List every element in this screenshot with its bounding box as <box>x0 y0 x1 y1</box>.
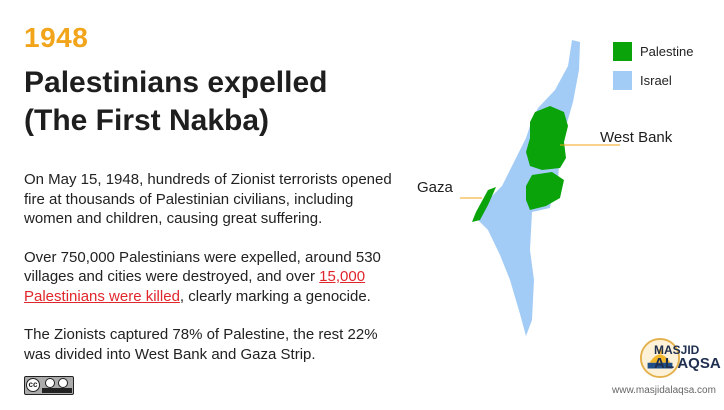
legend-row-israel: Israel <box>613 69 693 91</box>
paragraph-2: Over 750,000 Palestinians were expelled,… <box>24 248 404 307</box>
page-title: Palestinians expelled (The First Nakba) <box>24 64 404 140</box>
logo-text-line-2: AL AQSA <box>654 355 721 372</box>
legend-label-palestine: Palestine <box>640 43 694 59</box>
cc-license-badge[interactable]: cc <box>24 376 74 395</box>
legend-row-palestine: Palestine <box>613 40 693 62</box>
west-bank-south-region <box>526 172 564 210</box>
website-link[interactable]: www.masjidalaqsa.com <box>612 385 716 396</box>
year-label: 1948 <box>24 22 89 53</box>
map <box>460 40 620 336</box>
gaza-region <box>472 187 496 222</box>
logo-text-line-1: MASJID <box>654 343 700 357</box>
palestine-swatch <box>613 41 632 61</box>
paragraph-3: The Zionists captured 78% of Palestine, … <box>24 326 378 363</box>
west-bank-region <box>526 106 568 170</box>
title-line-2: (The First Nakba) <box>24 104 270 137</box>
by-attribution-icon <box>45 378 55 388</box>
map-legend: Palestine Israel <box>613 40 693 98</box>
masjid-logo-icon <box>639 337 681 379</box>
title-line-1: Palestinians expelled <box>24 66 328 99</box>
cc-logo-icon: cc <box>26 378 40 392</box>
share-alike-icon <box>58 378 68 388</box>
paragraph-2-start: Over 750,000 Palestinians were expelled,… <box>24 248 381 286</box>
israel-swatch <box>613 70 632 90</box>
killed-link[interactable]: 15,000 Palestinians were killed <box>24 268 366 305</box>
west-bank-label: West Bank <box>600 129 673 146</box>
body-text: On May 15, 1948, hundreds of Zionist ter… <box>24 170 404 383</box>
legend-label-israel: Israel <box>640 72 672 88</box>
paragraph-2-end: , clearly marking a genocide. <box>179 287 371 305</box>
paragraph-1: On May 15, 1948, hundreds of Zionist ter… <box>24 171 392 227</box>
gaza-label: Gaza <box>417 179 453 196</box>
license-strip <box>42 388 72 393</box>
